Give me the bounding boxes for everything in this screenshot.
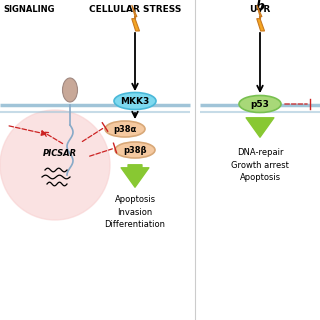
Polygon shape <box>257 5 265 31</box>
Text: p38β: p38β <box>123 146 147 155</box>
Circle shape <box>0 110 110 220</box>
Text: p53: p53 <box>251 100 269 108</box>
Text: PICSAR: PICSAR <box>43 148 77 157</box>
Text: UVR: UVR <box>249 5 271 14</box>
Ellipse shape <box>115 142 155 158</box>
Ellipse shape <box>62 78 77 102</box>
Text: Apoptosis
Invasion
Differentiation: Apoptosis Invasion Differentiation <box>105 195 165 229</box>
Text: CELLULAR STRESS: CELLULAR STRESS <box>89 5 181 14</box>
Ellipse shape <box>114 92 156 109</box>
Polygon shape <box>132 5 140 31</box>
Text: SIGNALING: SIGNALING <box>3 5 54 14</box>
Text: p38α: p38α <box>113 124 137 133</box>
Ellipse shape <box>239 95 281 113</box>
Text: DNA-repair
Growth arrest
Apoptosis: DNA-repair Growth arrest Apoptosis <box>231 148 289 182</box>
Ellipse shape <box>105 121 145 137</box>
Text: MKK3: MKK3 <box>120 97 150 106</box>
Text: b: b <box>255 0 265 13</box>
